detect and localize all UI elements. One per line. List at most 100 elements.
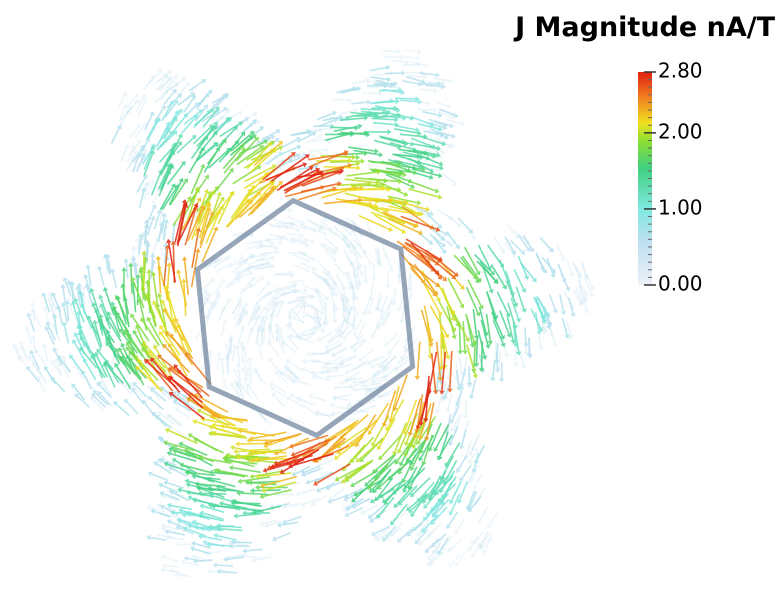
vector bbox=[460, 482, 468, 500]
vector bbox=[233, 468, 261, 473]
vector bbox=[240, 493, 268, 494]
vector bbox=[408, 273, 410, 288]
vector bbox=[508, 224, 517, 236]
vector-head bbox=[436, 72, 440, 78]
vector bbox=[198, 93, 210, 106]
vector-field bbox=[12, 49, 595, 578]
vector bbox=[308, 219, 320, 229]
vector-head bbox=[194, 525, 198, 531]
vector bbox=[459, 455, 467, 469]
vector bbox=[338, 133, 365, 134]
vector bbox=[462, 430, 466, 446]
vector bbox=[256, 506, 281, 512]
vector bbox=[231, 338, 232, 353]
vector bbox=[221, 324, 224, 338]
vector-head bbox=[311, 374, 316, 379]
vector bbox=[394, 287, 396, 302]
vector bbox=[334, 304, 335, 320]
vector-head bbox=[333, 385, 337, 391]
vector bbox=[351, 81, 367, 84]
vector-head bbox=[176, 269, 181, 274]
vector bbox=[116, 404, 129, 416]
vector bbox=[493, 320, 503, 343]
vector bbox=[319, 415, 335, 416]
vector bbox=[235, 503, 261, 504]
vector-head bbox=[433, 107, 437, 113]
vector-head bbox=[388, 129, 392, 135]
vector bbox=[426, 82, 442, 83]
vector bbox=[418, 109, 433, 110]
vector-head bbox=[229, 465, 233, 471]
vector-head bbox=[385, 285, 391, 289]
vector-head bbox=[438, 173, 443, 179]
vector-head bbox=[357, 165, 361, 171]
vector bbox=[429, 524, 441, 535]
vector bbox=[448, 394, 452, 409]
vector bbox=[37, 352, 46, 365]
vector bbox=[457, 553, 464, 564]
vector-head bbox=[180, 560, 185, 566]
vector bbox=[363, 505, 377, 512]
vector bbox=[133, 285, 135, 312]
vector bbox=[408, 76, 423, 77]
vector bbox=[185, 260, 189, 295]
vector bbox=[155, 213, 160, 229]
vector bbox=[229, 341, 231, 356]
vector bbox=[149, 273, 150, 304]
vector bbox=[286, 234, 300, 236]
vector bbox=[442, 456, 453, 477]
vector bbox=[385, 73, 402, 74]
vector bbox=[391, 60, 405, 62]
vector bbox=[318, 261, 328, 273]
vector bbox=[212, 526, 234, 527]
vector bbox=[275, 274, 291, 275]
vector bbox=[379, 418, 395, 446]
vector bbox=[88, 268, 90, 285]
vector bbox=[233, 543, 247, 545]
vector bbox=[320, 459, 334, 465]
vector bbox=[406, 77, 422, 82]
vector-head bbox=[451, 143, 456, 149]
vector bbox=[238, 349, 240, 365]
vector bbox=[241, 477, 270, 481]
vector bbox=[253, 452, 286, 453]
vector-head bbox=[417, 200, 422, 206]
vector bbox=[374, 101, 396, 103]
vector bbox=[348, 366, 362, 372]
vector-head bbox=[417, 49, 421, 55]
vector-head bbox=[462, 350, 468, 354]
vector bbox=[361, 109, 383, 110]
vector bbox=[487, 314, 491, 341]
vector bbox=[245, 556, 260, 557]
vector bbox=[112, 128, 120, 143]
vector-head bbox=[495, 369, 501, 373]
vector-head bbox=[452, 335, 457, 340]
vector-head bbox=[182, 199, 187, 204]
vector bbox=[384, 57, 399, 58]
vector-head bbox=[157, 293, 163, 298]
vector bbox=[127, 402, 138, 414]
vector-head bbox=[331, 395, 335, 401]
vector bbox=[387, 334, 398, 344]
vector bbox=[300, 489, 315, 493]
vector bbox=[283, 140, 298, 148]
vector bbox=[488, 245, 502, 265]
vector-head bbox=[207, 569, 211, 575]
vector bbox=[463, 321, 465, 350]
vector-head bbox=[150, 253, 156, 257]
vector bbox=[418, 89, 433, 90]
vector bbox=[237, 514, 261, 516]
vector bbox=[270, 226, 285, 228]
vector bbox=[388, 399, 404, 427]
vector-head bbox=[320, 330, 325, 334]
vector-head bbox=[131, 246, 137, 250]
vector bbox=[178, 575, 191, 577]
vector bbox=[197, 396, 228, 412]
vector bbox=[482, 341, 483, 368]
vector bbox=[471, 438, 477, 453]
vector bbox=[288, 217, 302, 223]
vector bbox=[72, 285, 73, 302]
vector-head bbox=[236, 363, 242, 367]
vector bbox=[459, 356, 462, 371]
vector-head bbox=[332, 320, 338, 324]
